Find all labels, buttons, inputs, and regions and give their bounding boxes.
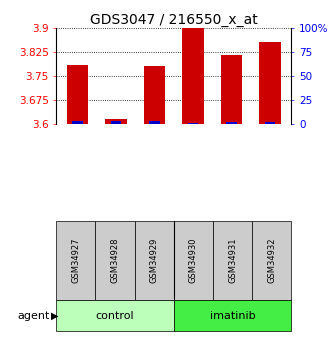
Bar — [105, 119, 126, 124]
Text: agent: agent — [17, 311, 50, 321]
Text: imatinib: imatinib — [210, 311, 255, 321]
Bar — [265, 122, 275, 124]
Text: control: control — [96, 311, 134, 321]
Text: GSM34932: GSM34932 — [267, 238, 276, 283]
Text: ▶: ▶ — [51, 311, 58, 321]
Bar — [67, 65, 88, 124]
Bar — [182, 28, 204, 124]
Bar — [221, 55, 242, 124]
Text: GSM34929: GSM34929 — [150, 238, 159, 283]
Bar — [188, 123, 198, 124]
Text: GSM34927: GSM34927 — [71, 238, 80, 283]
Bar — [226, 122, 237, 124]
Title: GDS3047 / 216550_x_at: GDS3047 / 216550_x_at — [90, 12, 258, 27]
Text: GSM34930: GSM34930 — [189, 238, 198, 283]
Text: GSM34931: GSM34931 — [228, 238, 237, 283]
Bar — [111, 121, 121, 124]
Text: GSM34928: GSM34928 — [111, 238, 119, 283]
Bar — [149, 121, 160, 124]
Bar — [260, 42, 281, 124]
Bar — [72, 121, 83, 124]
Bar — [144, 66, 165, 124]
